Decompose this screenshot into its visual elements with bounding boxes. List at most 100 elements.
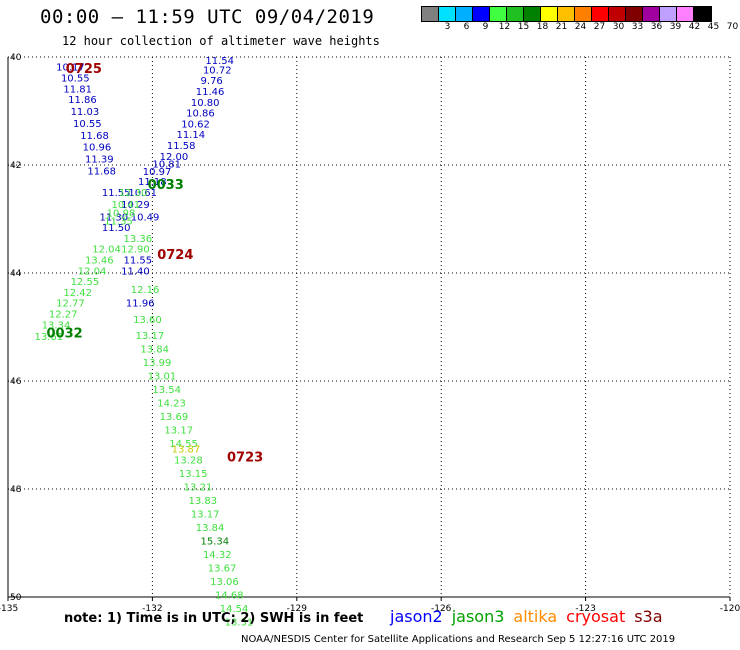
lat-tick-label: 46 — [10, 377, 22, 387]
wave-height-value: 11.68 — [87, 166, 116, 177]
wave-height-value: 13.84 — [196, 523, 225, 534]
wave-height-value: 11.35 — [104, 217, 133, 228]
wave-height-value: 11.68 — [80, 131, 109, 142]
legend-swatch — [439, 7, 456, 21]
wave-height-value: 13.67 — [208, 563, 237, 574]
satellite-legend-jason2: jason2 — [390, 607, 443, 626]
wave-height-value: 11.46 — [196, 87, 225, 98]
legend-label: 36 — [650, 22, 663, 32]
wave-height-value: 13.17 — [191, 509, 220, 520]
lon-tick-label: -129 — [287, 604, 308, 614]
wave-height-value: 13.15 — [179, 469, 208, 480]
wave-height-value: 9.76 — [201, 76, 223, 87]
wave-height-value: 13.61 — [34, 332, 63, 343]
wave-height-value: 14.55 — [169, 439, 198, 450]
lat-tick-label: 50 — [10, 593, 22, 603]
wave-height-value: 12.16 — [131, 285, 160, 296]
legend-label: 39 — [669, 22, 682, 32]
wave-height-value: 10.96 — [83, 143, 112, 154]
pass-time-labels: 0725 0033 0724 0032 0723 — [47, 62, 264, 466]
wave-height-value: 10.55 — [61, 74, 90, 85]
wave-height-value: 13.17 — [164, 426, 193, 437]
legend-swatch — [422, 7, 439, 21]
wave-height-value: 11.58 — [167, 141, 196, 152]
legend-swatch — [473, 7, 490, 21]
legend-label: 42 — [688, 22, 701, 32]
wave-height-value: 13.31 — [225, 617, 254, 628]
legend-swatch — [592, 7, 609, 21]
wave-height-value: 11.54 — [205, 56, 234, 67]
map-title: 00:00 – 11:59 UTC 09/04/2019 — [40, 6, 375, 28]
pass-time-label: 0033 — [148, 178, 184, 193]
axis-labels: -135 -132 -129 -126 -123 -120 40 42 44 46 48 50 — [0, 53, 740, 614]
wave-height-value: 12.04 — [92, 245, 121, 256]
wave-height-value: 14.68 — [215, 590, 244, 601]
lon-tick-label: -120 — [720, 604, 740, 614]
legend-swatch — [609, 7, 626, 21]
wave-height-value: 11.55 — [124, 256, 153, 267]
lat-tick-label: 40 — [10, 53, 22, 63]
wave-height-value: 11.39 — [85, 155, 114, 166]
wave-height-value: 10.72 — [203, 65, 232, 76]
color-scale-legend — [421, 6, 712, 22]
wave-height-value: 14.54 — [220, 604, 249, 615]
satellite-legend-jason3: jason3 — [451, 607, 505, 626]
wave-height-value: 13.01 — [148, 372, 177, 383]
wave-height-value: 11.50 — [102, 223, 131, 234]
wave-height-value: 12.04 — [78, 266, 107, 277]
legend-swatch — [575, 7, 592, 21]
legend-label: 33 — [631, 22, 644, 32]
legend-swatch — [490, 7, 507, 21]
wave-height-value: 13.36 — [124, 234, 153, 245]
wave-height-value: 13.06 — [210, 577, 239, 588]
legend-label: 6 — [463, 22, 470, 32]
wave-height-value: 10.17 — [56, 63, 85, 74]
legend-label: 3 — [444, 22, 451, 32]
wave-height-value: 11.81 — [63, 84, 92, 95]
wave-height-values: 10.1710.5511.8111.8611.0310.5511.6810.96… — [34, 56, 253, 628]
lon-tick-label: -132 — [142, 604, 162, 614]
legend-label: 70 — [726, 22, 739, 32]
wave-height-value: 10.41 — [111, 200, 140, 211]
legend-swatch — [541, 7, 558, 21]
wave-height-value: 12.55 — [71, 277, 100, 288]
lon-tick-label: -126 — [431, 604, 452, 614]
wave-height-value: 10.81 — [152, 159, 181, 170]
wave-height-value: 11.03 — [71, 107, 100, 118]
legend-label: 24 — [574, 22, 587, 32]
legend-swatch — [558, 7, 575, 21]
wave-height-value: 12.42 — [63, 288, 92, 299]
wave-height-value: 10.97 — [143, 167, 172, 178]
wave-height-value: 10.98 — [107, 209, 136, 220]
lat-tick-label: 48 — [10, 485, 22, 495]
lon-tick-label: -123 — [575, 604, 595, 614]
wave-height-value: 13.21 — [184, 482, 213, 493]
lat-tick-label: 42 — [10, 161, 21, 171]
wave-height-value: 12.30 — [119, 188, 148, 199]
wave-height-value: 13.60 — [133, 315, 162, 326]
legend-swatch — [626, 7, 643, 21]
legend-label: 21 — [555, 22, 568, 32]
pass-time-label: 0723 — [227, 451, 263, 466]
legend-label: 15 — [517, 22, 530, 32]
map-subtitle: 12 hour collection of altimeter wave hei… — [62, 34, 380, 48]
wave-height-value: 13.28 — [174, 455, 203, 466]
legend-swatch — [456, 7, 473, 21]
lat-tick-label: 44 — [10, 269, 22, 279]
wave-height-value: 10.55 — [73, 119, 102, 130]
wave-height-value: 13.84 — [140, 345, 169, 356]
legend-label: 18 — [536, 22, 549, 32]
legend-label: 9 — [482, 22, 489, 32]
wave-height-value: 10.29 — [121, 200, 150, 211]
wave-height-value: 10.80 — [191, 98, 220, 109]
wave-height-value: 11.96 — [126, 299, 155, 310]
wave-height-value: 11.14 — [176, 130, 205, 141]
credit-line: NOAA/NESDIS Center for Satellite Applica… — [241, 634, 676, 645]
wave-height-value: 11.55 — [102, 188, 131, 199]
wave-height-value: 13.34 — [42, 320, 71, 331]
legend-label: 12 — [498, 22, 511, 32]
satellite-legend: jason2 jason3 altika cryosat s3a — [390, 607, 672, 626]
wave-height-value: 10.62 — [181, 119, 210, 130]
wave-height-value: 13.17 — [136, 331, 165, 342]
